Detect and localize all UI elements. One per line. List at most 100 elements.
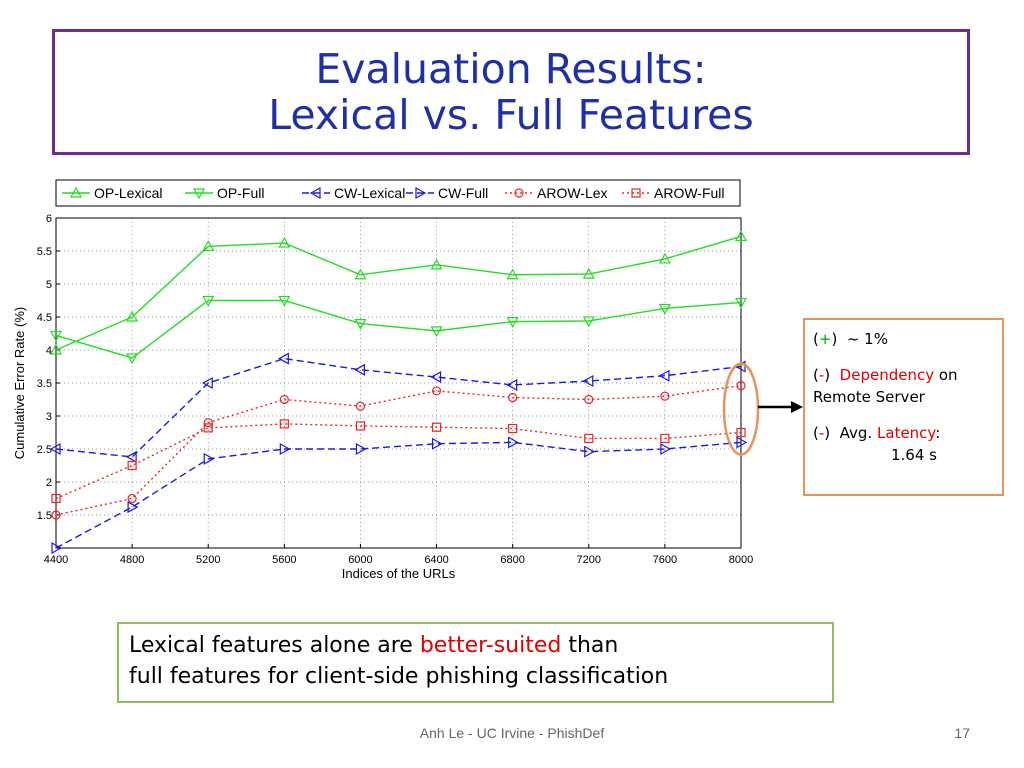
x-tick-label: 7600 bbox=[653, 554, 677, 566]
data-point-cw-lexical bbox=[201, 376, 213, 390]
data-point-cw-lexical bbox=[278, 352, 289, 365]
data-point-arow-full bbox=[279, 419, 289, 429]
x-tick-label: 6400 bbox=[424, 554, 448, 566]
data-point-arow-lex bbox=[203, 418, 213, 428]
series-arow-full bbox=[51, 419, 746, 504]
y-tick-label: 6 bbox=[46, 213, 52, 225]
legend-item-arow-lex: AROW-Lex bbox=[505, 185, 608, 201]
data-point-op-full bbox=[354, 319, 367, 330]
chart-legend: OP-Lexical OP-Full CW-Lexical CW-Full AROW-L… bbox=[55, 179, 741, 207]
data-point-op-full bbox=[658, 303, 671, 315]
conclusion-line-2: full features for client-side phishing c… bbox=[129, 664, 669, 689]
callout-con-dependency: (-) Dependency on Remote Server bbox=[813, 366, 958, 406]
series-line-arow-lex bbox=[55, 384, 742, 516]
y-tick-label: 2.5 bbox=[37, 444, 52, 456]
minus-sign: - bbox=[818, 366, 825, 384]
arrow-icon bbox=[758, 401, 803, 413]
legend-item-arow-full: AROW-Full bbox=[622, 185, 725, 201]
legend-item-op-lexical: OP-Lexical bbox=[62, 185, 162, 201]
data-point-arow-full bbox=[431, 422, 442, 432]
data-point-arow-lex bbox=[508, 392, 518, 403]
y-tick-label: 5.5 bbox=[37, 246, 52, 258]
data-point-op-lexical bbox=[430, 258, 443, 270]
x-axis-label: Indices of the URLs bbox=[342, 566, 456, 581]
dependency-word: Dependency bbox=[839, 366, 935, 384]
series-arow-lex bbox=[51, 381, 746, 520]
title-box: Evaluation Results: Lexical vs. Full Fea… bbox=[52, 29, 970, 155]
legend-marker-op-full bbox=[192, 188, 206, 200]
y-tick-label: 1.5 bbox=[37, 510, 52, 522]
data-point-op-lexical bbox=[126, 310, 139, 322]
legend-label-op-full: OP-Full bbox=[217, 185, 264, 201]
arrow-head bbox=[791, 401, 803, 413]
legend-box bbox=[55, 179, 741, 207]
conclusion-part-1: Lexical features alone are bbox=[129, 633, 413, 658]
dependency-rest-1: on bbox=[938, 366, 958, 384]
conclusion-part-2: than bbox=[568, 633, 619, 658]
data-point-arow-full bbox=[584, 433, 594, 444]
slide-footer: Anh Le - UC Irvine - PhishDef bbox=[419, 725, 605, 741]
data-point-op-lexical bbox=[278, 236, 291, 248]
data-point-arow-full bbox=[51, 493, 61, 504]
y-tick-label: 2 bbox=[46, 477, 52, 489]
error-rate-chart: OP-Lexical OP-Full CW-Lexical CW-Full AROW-L… bbox=[12, 179, 803, 581]
x-tick-label: 4400 bbox=[44, 554, 68, 566]
x-tick-label: 5200 bbox=[196, 554, 220, 566]
data-point-arow-full bbox=[127, 460, 137, 471]
data-point-cw-full bbox=[355, 442, 367, 456]
data-point-op-full bbox=[126, 353, 139, 365]
data-point-op-lexical bbox=[202, 240, 215, 251]
series-op-lexical bbox=[49, 230, 748, 355]
latency-colon: : bbox=[935, 424, 941, 442]
callout-box: (+) ~ 1% (-) Dependency on Remote Server … bbox=[803, 318, 1004, 496]
chart-axes: 4400 4800 5200 5600 6000 6400 6800 7200 7600 8000… bbox=[37, 213, 754, 566]
conclusion-highlight: better-suited bbox=[419, 633, 562, 658]
data-point-op-full bbox=[49, 330, 63, 342]
series-op-full bbox=[49, 295, 748, 365]
slide-title-line-2: Lexical vs. Full Features bbox=[268, 91, 754, 139]
y-tick-label: 4.5 bbox=[37, 312, 52, 324]
data-point-cw-lexical bbox=[506, 378, 518, 391]
data-point-cw-full bbox=[51, 541, 63, 555]
series-line-cw-full bbox=[55, 441, 742, 549]
data-point-arow-full bbox=[355, 421, 366, 431]
data-point-op-lexical bbox=[658, 252, 671, 264]
callout-pro: (+) ~ 1% bbox=[813, 330, 888, 348]
data-point-arow-lex bbox=[127, 493, 137, 504]
data-point-cw-full bbox=[279, 442, 291, 456]
latency-word: Latency bbox=[877, 424, 936, 442]
conclusion-box: Lexical features alone are better-suited… bbox=[117, 622, 834, 703]
x-tick-label: 4800 bbox=[120, 554, 144, 566]
data-point-cw-lexical bbox=[582, 375, 594, 388]
legend-marker-arow-full bbox=[631, 188, 641, 198]
x-tick-label: 7200 bbox=[577, 554, 601, 566]
data-point-op-lexical bbox=[734, 230, 748, 242]
legend-label-cw-full: CW-Full bbox=[438, 185, 488, 201]
highlight-ellipse bbox=[722, 362, 760, 456]
data-point-cw-lexical bbox=[125, 450, 137, 463]
legend-label-arow-full: AROW-Full bbox=[654, 185, 725, 201]
data-point-op-lexical bbox=[49, 343, 63, 355]
data-point-op-full bbox=[506, 317, 519, 328]
dependency-rest-2: Remote Server bbox=[813, 388, 925, 406]
data-point-cw-full bbox=[736, 436, 748, 449]
y-axis-label: Cumulative Error Rate (%) bbox=[12, 307, 27, 459]
legend-item-cw-lexical: CW-Lexical bbox=[302, 185, 405, 201]
legend-label-cw-lexical: CW-Lexical bbox=[334, 185, 405, 201]
page-number: 17 bbox=[954, 725, 970, 741]
series-line-op-lexical bbox=[55, 235, 742, 351]
data-point-arow-full bbox=[203, 423, 213, 433]
x-tick-label: 6800 bbox=[500, 554, 524, 566]
legend-marker-cw-full bbox=[415, 186, 427, 200]
latency-prefix: Avg. bbox=[839, 424, 873, 442]
data-point-cw-lexical bbox=[658, 369, 670, 382]
x-tick-label: 5600 bbox=[272, 554, 296, 566]
data-point-cw-lexical bbox=[49, 442, 61, 456]
y-tick-label: 5 bbox=[46, 279, 52, 291]
series-cw-full bbox=[51, 436, 748, 555]
legend-item-cw-full: CW-Full bbox=[406, 185, 488, 201]
data-point-cw-full bbox=[508, 436, 519, 449]
legend-item-op-full: OP-Full bbox=[185, 185, 264, 201]
data-point-arow-lex bbox=[660, 391, 670, 401]
data-point-cw-full bbox=[127, 501, 139, 514]
